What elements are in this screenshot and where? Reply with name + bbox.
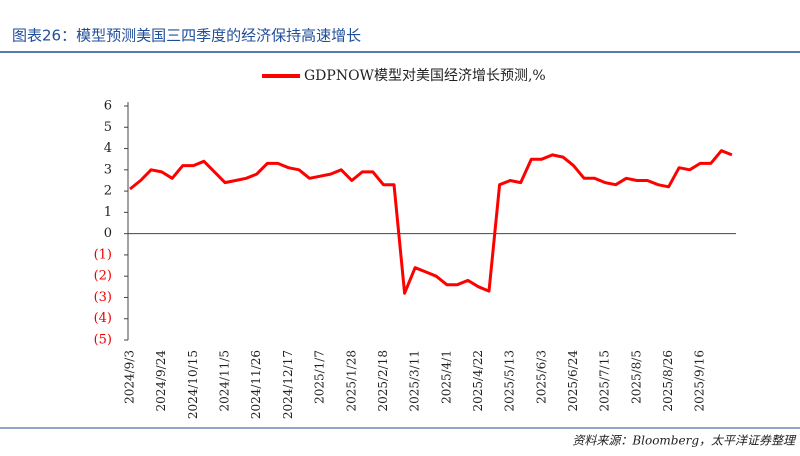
x-tick-label: 2025/6/24 <box>566 350 580 412</box>
y-tick-label: 3 <box>104 162 112 177</box>
source: 资料来源：Bloomberg，太平洋证券整理 <box>572 434 797 448</box>
x-tick-label: 2025/7/15 <box>598 350 612 412</box>
data-line <box>129 149 733 295</box>
legend-label: GDPNOW模型对美国经济增长预测,% <box>304 68 546 84</box>
y-tick-label: 2 <box>104 184 112 199</box>
y-tick-label: (3) <box>94 290 112 305</box>
x-tick-label: 2025/4/1 <box>439 350 453 404</box>
y-tick-label: (2) <box>94 269 112 284</box>
x-tick-label: 2024/9/3 <box>123 350 137 404</box>
x-tick-label: 2024/12/17 <box>281 350 295 419</box>
y-tick-label: (1) <box>94 247 112 262</box>
x-tick-label: 2025/8/5 <box>629 350 643 404</box>
y-tick-label: 4 <box>104 141 112 156</box>
x-tick-label: 2025/8/26 <box>661 350 675 412</box>
x-tick-label: 2025/6/3 <box>534 350 548 404</box>
x-tick-label: 2025/3/11 <box>408 350 422 412</box>
y-tick-label: 5 <box>104 120 112 135</box>
y-tick-label: 1 <box>104 205 112 220</box>
x-tick-label: 2024/11/5 <box>218 350 232 412</box>
y-tick-label: (5) <box>94 333 112 348</box>
y-tick-label: (4) <box>94 311 112 326</box>
x-tick-label: 2024/11/26 <box>249 350 263 419</box>
x-tick-label: 2025/1/28 <box>344 350 358 412</box>
figure-title: 图表26：模型预测美国三四季度的经济保持高速增长 <box>12 27 361 45</box>
x-tick-label: 2025/9/16 <box>693 350 707 412</box>
y-tick-label: 0 <box>104 226 112 241</box>
x-tick-label: 2025/4/22 <box>471 350 485 412</box>
x-tick-label: 2025/1/7 <box>313 350 327 404</box>
x-tick-label: 2024/10/15 <box>186 350 200 419</box>
x-tick-label: 2024/9/24 <box>154 350 168 412</box>
y-tick-label: 6 <box>104 99 112 114</box>
x-tick-label: 2025/2/18 <box>376 350 390 412</box>
x-tick-label: 2025/5/13 <box>503 350 517 412</box>
